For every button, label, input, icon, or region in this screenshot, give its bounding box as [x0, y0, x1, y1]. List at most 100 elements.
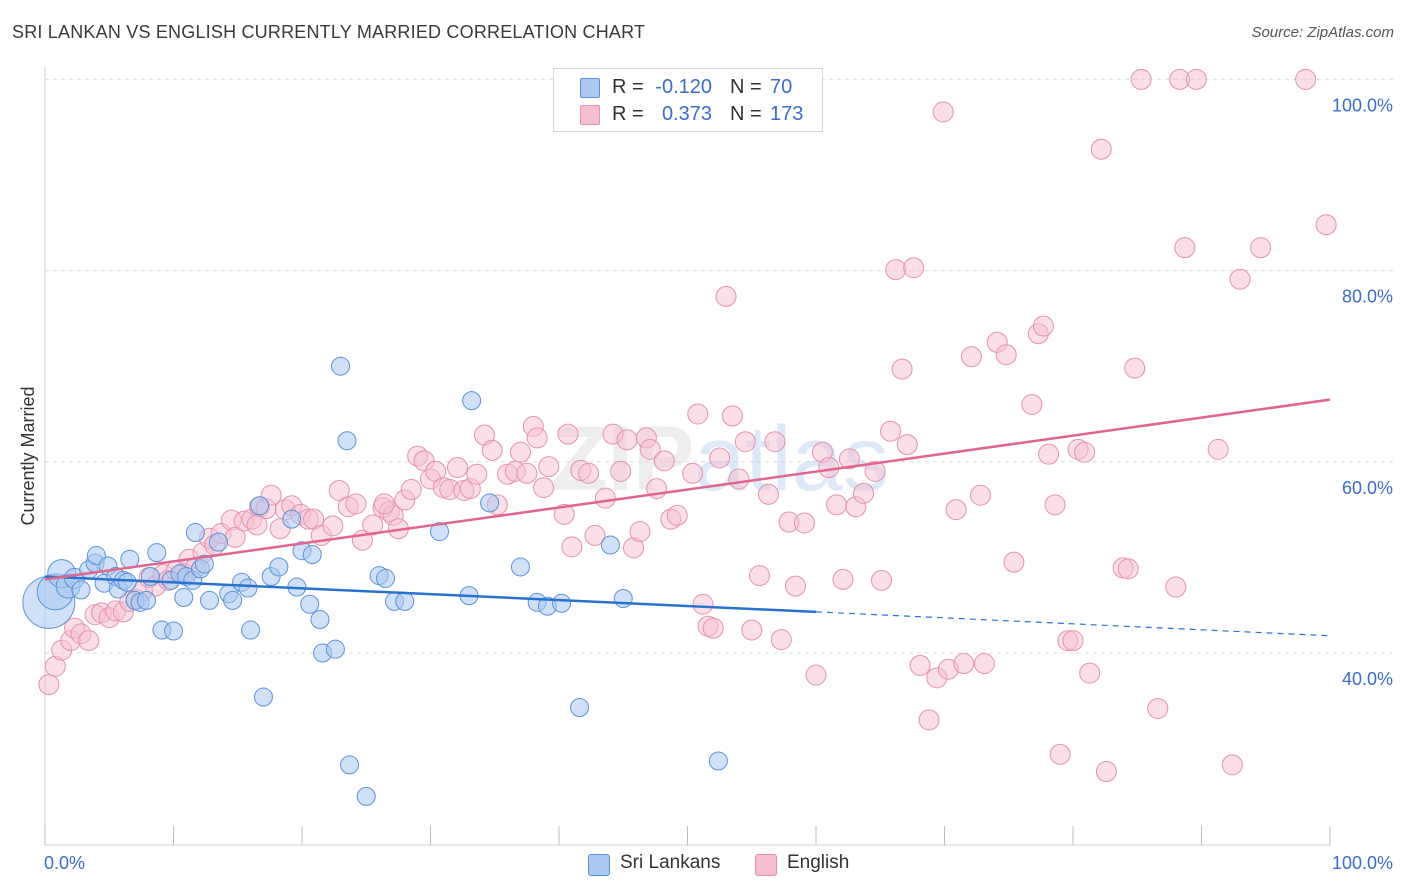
data-point-sri-lankans	[331, 356, 351, 376]
data-point-english	[466, 463, 488, 485]
data-point-english	[1295, 68, 1317, 90]
data-point-english	[945, 499, 967, 521]
data-point-english	[1147, 697, 1169, 719]
axes	[44, 67, 1331, 846]
trend-lines	[44, 398, 1331, 637]
data-point-english	[903, 257, 925, 279]
data-point-english	[741, 619, 763, 641]
y-tick-label: 100.0%	[1332, 95, 1393, 115]
data-point-sri-lankans	[302, 545, 322, 565]
legend-label: Sri Lankans	[620, 852, 721, 873]
data-point-english	[400, 479, 422, 501]
data-point-english	[1074, 441, 1096, 463]
legend-swatch-sri-lankans	[588, 854, 610, 876]
data-point-english	[345, 493, 367, 515]
data-point-english	[373, 493, 395, 515]
data-point-english	[1049, 743, 1071, 765]
data-point-sri-lankans	[164, 621, 183, 641]
data-point-english	[853, 482, 875, 504]
data-point-english	[1207, 438, 1229, 460]
data-point-english	[832, 568, 854, 590]
data-point-english	[1221, 754, 1243, 776]
data-point-english	[880, 420, 902, 442]
n-value: 70	[770, 76, 793, 98]
data-point-english	[973, 653, 995, 675]
data-point-english	[616, 429, 638, 451]
data-point-sri-lankans	[570, 697, 590, 717]
data-point-sri-lankans	[310, 610, 330, 630]
data-point-english	[1124, 357, 1146, 379]
r-value: 0.373	[661, 103, 712, 125]
data-point-sri-lankans	[340, 755, 360, 775]
data-point-sri-lankans	[250, 496, 270, 516]
data-point-english	[1130, 68, 1152, 90]
data-point-sri-lankans	[199, 590, 219, 610]
legend-swatch-english	[755, 854, 777, 876]
data-point-sri-lankans	[223, 590, 243, 610]
data-point-sri-lankans	[510, 557, 530, 577]
data-point-english	[594, 487, 616, 509]
y-tick-label: 40.0%	[1342, 669, 1393, 689]
y-tick-label: 60.0%	[1342, 478, 1393, 498]
data-point-english	[481, 439, 503, 461]
trend-line-sri-lankans	[44, 575, 817, 614]
data-point-english	[896, 434, 918, 456]
data-point-english	[328, 479, 350, 501]
series-sri-lankans	[22, 356, 728, 806]
r-label: R =	[612, 103, 644, 125]
data-point-english	[969, 484, 991, 506]
data-point-english	[446, 457, 468, 479]
data-point-english	[516, 462, 538, 484]
data-point-sri-lankans	[376, 568, 396, 588]
data-point-english	[509, 441, 531, 463]
data-point-sri-lankans	[185, 523, 205, 543]
data-point-english	[1038, 443, 1060, 465]
x-tick-label: 0.0%	[44, 853, 85, 873]
data-point-sri-lankans	[253, 687, 273, 707]
data-point-english	[721, 405, 743, 427]
r-label: R =	[612, 76, 644, 98]
data-point-english	[538, 456, 560, 478]
data-point-sri-lankans	[241, 620, 261, 640]
data-point-sri-lankans	[325, 639, 345, 659]
data-point-english	[953, 653, 975, 675]
trend-line-english	[44, 398, 1331, 581]
data-point-english	[932, 101, 954, 123]
data-point-english	[805, 664, 827, 686]
data-point-english	[692, 593, 714, 615]
source-note: Source: ZipAtlas.com	[1251, 24, 1394, 41]
data-point-english	[960, 346, 982, 368]
data-point-sri-lankans	[552, 593, 572, 613]
data-point-sri-lankans	[429, 522, 449, 542]
r-value: -0.120	[655, 76, 712, 98]
data-point-sri-lankans	[480, 493, 500, 513]
data-point-english	[885, 259, 907, 281]
data-point-sri-lankans	[238, 578, 258, 598]
data-point-english	[1032, 315, 1054, 337]
data-point-english	[709, 447, 731, 469]
stats-row-sri-lankans: R = -0.120 N = 70	[554, 75, 822, 101]
data-point-english	[784, 575, 806, 597]
data-point-english	[584, 524, 606, 546]
data-point-sri-lankans	[269, 557, 289, 577]
data-point-sri-lankans	[174, 588, 194, 608]
data-point-english	[639, 438, 661, 460]
data-point-sri-lankans	[300, 594, 320, 614]
data-point-sri-lankans	[337, 431, 357, 451]
data-point-sri-lankans	[395, 591, 415, 611]
data-point-sri-lankans	[708, 751, 728, 771]
stats-box: R = -0.120 N = 70 R = 0.373 N = 173	[553, 68, 823, 132]
data-point-sri-lankans	[208, 532, 228, 552]
data-point-english	[871, 569, 893, 591]
data-point-english	[909, 654, 931, 676]
x-tick-label: 100.0%	[1332, 853, 1393, 873]
data-point-english	[653, 450, 675, 472]
n-label: N =	[730, 103, 762, 125]
data-point-english	[78, 630, 100, 652]
data-point-english	[629, 521, 651, 543]
data-point-sri-lankans	[147, 543, 167, 563]
data-point-english	[995, 344, 1017, 366]
trend-line-sri-lankans-extension	[815, 611, 1331, 637]
n-value: 173	[770, 103, 804, 125]
